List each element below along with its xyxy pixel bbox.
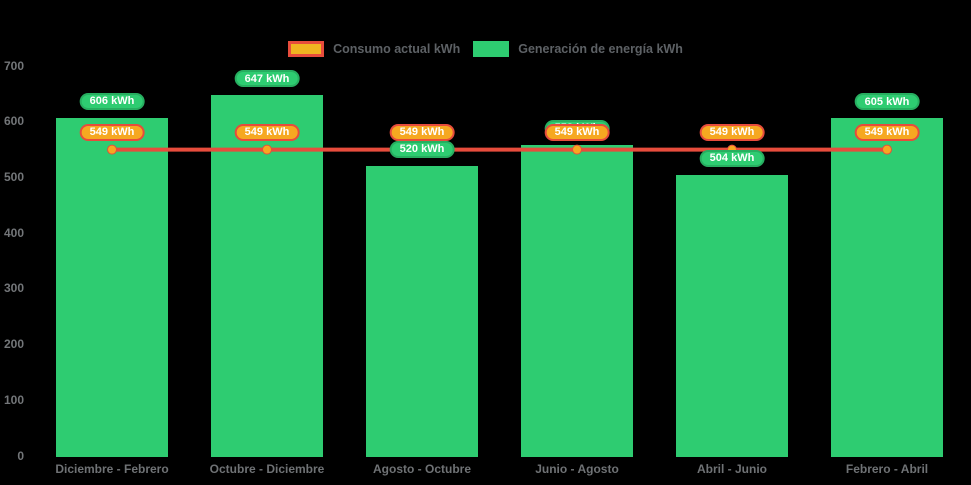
x-axis-category-label: Febrero - Abril (845, 462, 929, 476)
legend-item-generacion[interactable]: Generación de energía kWh (473, 41, 683, 57)
y-axis-tick-label: 400 (3, 225, 24, 240)
generation-bar[interactable] (366, 165, 478, 457)
consumption-value-badge: 549 kWh (699, 123, 765, 141)
chart-legend: Consumo actual kWh Generación de energía… (0, 40, 971, 58)
x-axis-category-label: Agosto - Octubre (373, 462, 471, 476)
consumption-point[interactable] (107, 144, 117, 155)
y-axis-tick-label: 200 (3, 337, 24, 352)
x-axis-category-label: Diciembre - Febrero (55, 462, 169, 476)
legend-swatch-consumo-icon (288, 41, 325, 57)
generation-value-badge: 647 kWh (234, 70, 300, 88)
consumption-value-badge: 549 kWh (79, 123, 145, 141)
generation-bar[interactable] (831, 118, 943, 457)
y-axis-tick-label: 600 (3, 114, 24, 129)
y-axis-tick-label: 100 (3, 392, 24, 407)
generation-bar[interactable] (676, 174, 788, 457)
generation-bar[interactable] (211, 95, 323, 457)
generation-value-badge: 606 kWh (79, 92, 145, 110)
x-axis-category-label: Junio - Agosto (535, 462, 619, 476)
y-axis-tick-label: 500 (3, 169, 24, 184)
legend-item-consumo[interactable]: Consumo actual kWh (288, 41, 460, 57)
consumption-point[interactable] (882, 144, 892, 155)
consumption-value-badge: 549 kWh (544, 123, 610, 141)
consumption-point[interactable] (572, 144, 582, 155)
y-axis-tick-label: 300 (3, 281, 24, 296)
x-axis-category-label: Abril - Junio (697, 462, 767, 476)
y-axis-tick-label: 0 (17, 448, 24, 463)
x-axis-category-label: Octubre - Diciembre (209, 462, 325, 476)
consumption-point[interactable] (262, 144, 272, 155)
legend-label-consumo: Consumo actual kWh (333, 42, 461, 56)
generation-value-badge: 605 kWh (854, 93, 920, 111)
y-axis-tick-label: 700 (3, 58, 24, 73)
generation-value-badge: 504 kWh (699, 149, 765, 167)
generation-value-badge: 520 kWh (389, 140, 455, 158)
generation-bar[interactable] (521, 144, 633, 457)
generation-bar[interactable] (56, 117, 168, 457)
consumption-value-badge: 549 kWh (389, 123, 455, 141)
legend-label-generacion: Generación de energía kWh (518, 42, 683, 56)
consumption-value-badge: 549 kWh (234, 123, 300, 141)
consumption-value-badge: 549 kWh (854, 123, 920, 141)
legend-swatch-generacion-icon (473, 41, 510, 57)
